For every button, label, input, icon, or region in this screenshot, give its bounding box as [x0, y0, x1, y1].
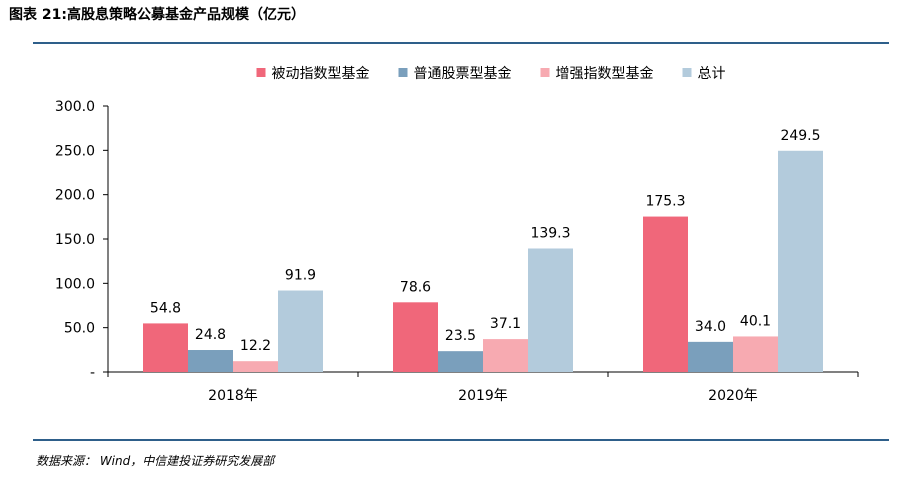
bar-value-label: 78.6 [400, 279, 431, 295]
bar-value-label: 37.1 [490, 316, 521, 332]
y-tick-label: 300.0 [55, 99, 95, 115]
bar-value-label: 249.5 [780, 128, 820, 144]
x-tick-label: 2019年 [458, 388, 508, 404]
legend-label: 增强指数型基金 [556, 65, 654, 82]
source-note: 数据来源： Wind，中信建投证券研究发展部 [36, 454, 275, 468]
bar [733, 336, 778, 372]
bar [483, 339, 528, 372]
bar-value-label: 139.3 [530, 225, 570, 241]
bar [393, 302, 438, 372]
legend-swatch [256, 68, 266, 77]
chart-legend: 被动指数型基金 普通股票型基金 增强指数型基金 总计 [256, 65, 726, 82]
bar [778, 150, 823, 372]
bar-value-label: 23.5 [445, 328, 476, 344]
data-labels: 54.8 78.6 175.3 24.8 23.5 34.0 12.2 37.1 40.1 91.… [150, 128, 821, 354]
bar-value-label: 34.0 [695, 319, 726, 335]
legend-swatch [398, 68, 408, 77]
y-tick-label: 200.0 [55, 188, 95, 204]
legend-label: 总计 [698, 66, 726, 82]
bottom-divider [33, 439, 889, 441]
bar-value-label: 12.2 [240, 338, 271, 354]
legend-swatch [682, 68, 692, 77]
bar-value-label: 54.8 [150, 300, 181, 316]
legend-label: 普通股票型基金 [414, 65, 512, 82]
bar-value-label: 40.1 [740, 313, 771, 329]
bar [438, 351, 483, 372]
bar [143, 323, 188, 372]
x-axis: 2018年 2019年 2020年 [107, 371, 859, 404]
y-tick-label: 250.0 [55, 143, 95, 159]
y-axis: - 50.0 100.0 150.0 200.0 250.0 300.0 [55, 99, 109, 381]
legend-label: 被动指数型基金 [272, 65, 370, 82]
y-tick-label: 150.0 [55, 232, 95, 248]
bar [233, 361, 278, 372]
y-tick-label: 100.0 [55, 276, 95, 292]
bar [278, 290, 323, 372]
x-tick-label: 2020年 [708, 388, 758, 404]
bar [688, 341, 733, 372]
bar [528, 248, 573, 372]
bar [188, 350, 233, 372]
x-tick-label: 2018年 [208, 388, 258, 404]
figure-title: 图表 21:高股息策略公募基金产品规模（亿元） [9, 7, 305, 23]
bar-value-label: 91.9 [285, 268, 316, 284]
y-tick-label: - [90, 365, 95, 381]
bar [643, 216, 688, 372]
bar-value-label: 24.8 [195, 327, 226, 343]
bar-value-label: 175.3 [645, 194, 685, 210]
top-divider [33, 42, 889, 44]
y-tick-label: 50.0 [64, 321, 95, 337]
legend-swatch [540, 68, 550, 77]
bar-series-group [143, 150, 823, 372]
